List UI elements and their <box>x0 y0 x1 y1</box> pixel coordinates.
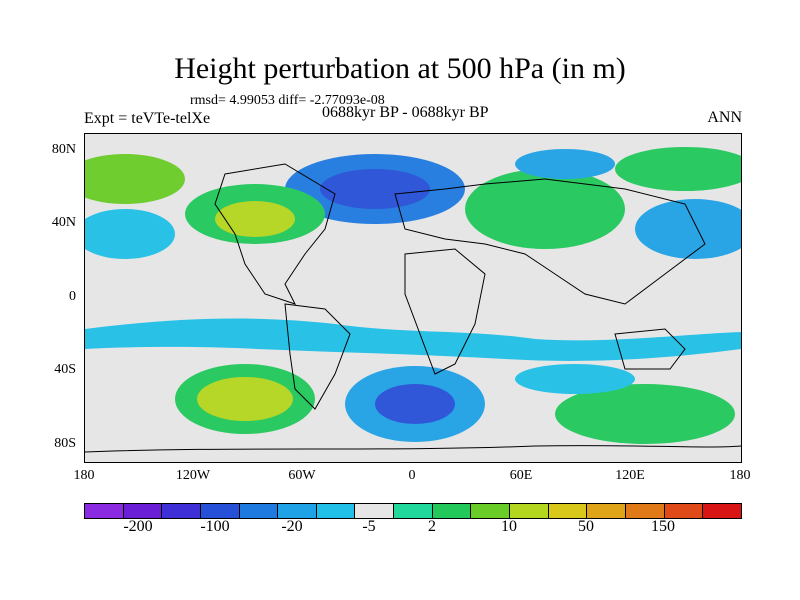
colorbar-swatch <box>664 504 704 518</box>
colorbar-swatch <box>239 504 279 518</box>
colorbar-swatch <box>548 504 588 518</box>
colorbar-label: -20 <box>281 518 303 535</box>
map-field-svg <box>85 147 741 453</box>
colorbar-swatch <box>471 504 511 518</box>
colorbar-swatch <box>432 504 472 518</box>
colorbar-swatch <box>355 504 395 518</box>
colorbar-swatch <box>162 504 201 518</box>
colorbar-label: -100 <box>200 518 230 535</box>
lon-tick: 120E <box>615 468 645 483</box>
colorbar-swatch <box>587 504 626 518</box>
colorbar-swatch <box>625 504 665 518</box>
colorbar-swatch <box>510 504 549 518</box>
coastlines <box>85 163 741 453</box>
colorbar-swatch <box>123 504 163 518</box>
lat-tick: 40N <box>51 215 76 230</box>
colorbar-swatch <box>85 504 124 518</box>
lon-tick: 180 <box>73 468 95 483</box>
lon-tick: 120W <box>175 468 211 483</box>
lat-tick: 80S <box>54 436 76 451</box>
season-label: ANN <box>707 109 742 126</box>
colorbar-label: -200 <box>123 518 153 535</box>
lon-tick: 60E <box>509 468 533 483</box>
eurasia-positive <box>465 169 625 249</box>
colorbar-swatch <box>394 504 433 518</box>
lat-tick: 0 <box>69 289 76 304</box>
colorbar-swatch <box>278 504 317 518</box>
colorbar-label: 10 <box>501 518 517 535</box>
colorbar-swatch <box>200 504 240 518</box>
colorbar-swatch <box>316 504 356 518</box>
lon-tick: 60W <box>288 468 316 483</box>
lat-tick: 80N <box>51 142 76 157</box>
colorbar-label: 50 <box>578 518 594 535</box>
map-plot-area <box>84 133 742 463</box>
colorbar <box>84 503 742 519</box>
lat-tick: 40S <box>54 362 76 377</box>
colorbar-label: 150 <box>651 518 675 535</box>
stats-text: rmsd= 4.99053 diff= -2.77093e-08 <box>190 93 385 108</box>
plot-title: Height perturbation at 500 hPa (in m) <box>174 52 626 85</box>
lon-tick: 0 <box>408 468 416 483</box>
experiment-label: Expt = teVTe-telXe <box>84 110 211 127</box>
southern-anomaly-band <box>85 318 741 361</box>
colorbar-label: -5 <box>362 518 376 535</box>
colorbar-swatch <box>703 504 741 518</box>
lon-tick: 180 <box>729 468 751 483</box>
period-label: 0688kyr BP - 0688kyr BP <box>322 104 489 121</box>
colorbar-label: 2 <box>428 518 436 535</box>
